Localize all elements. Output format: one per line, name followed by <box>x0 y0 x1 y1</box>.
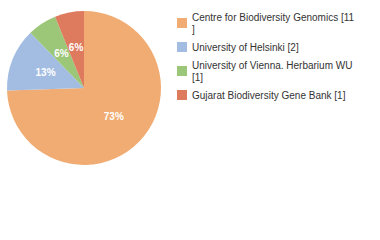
svg-text:Centre for Biodiversity Genomi: Centre for Biodiversity Genomics [11 <box>192 12 355 23</box>
svg-text:University of Vienna. Herbariu: University of Vienna. Herbarium WU <box>192 60 355 71</box>
svg-text:Gujarat Biodiversity Gene Bank: Gujarat Biodiversity Gene Bank [1] <box>192 90 346 101</box>
svg-text:73%: 73% <box>104 111 124 122</box>
svg-text:[1]: [1] <box>192 72 203 83</box>
svg-text:University of Helsinki [2]: University of Helsinki [2] <box>192 42 299 53</box>
svg-text:]: ] <box>192 24 195 35</box>
svg-text:6%: 6% <box>54 48 69 59</box>
svg-text:6%: 6% <box>69 42 84 53</box>
svg-text:13%: 13% <box>36 67 56 78</box>
